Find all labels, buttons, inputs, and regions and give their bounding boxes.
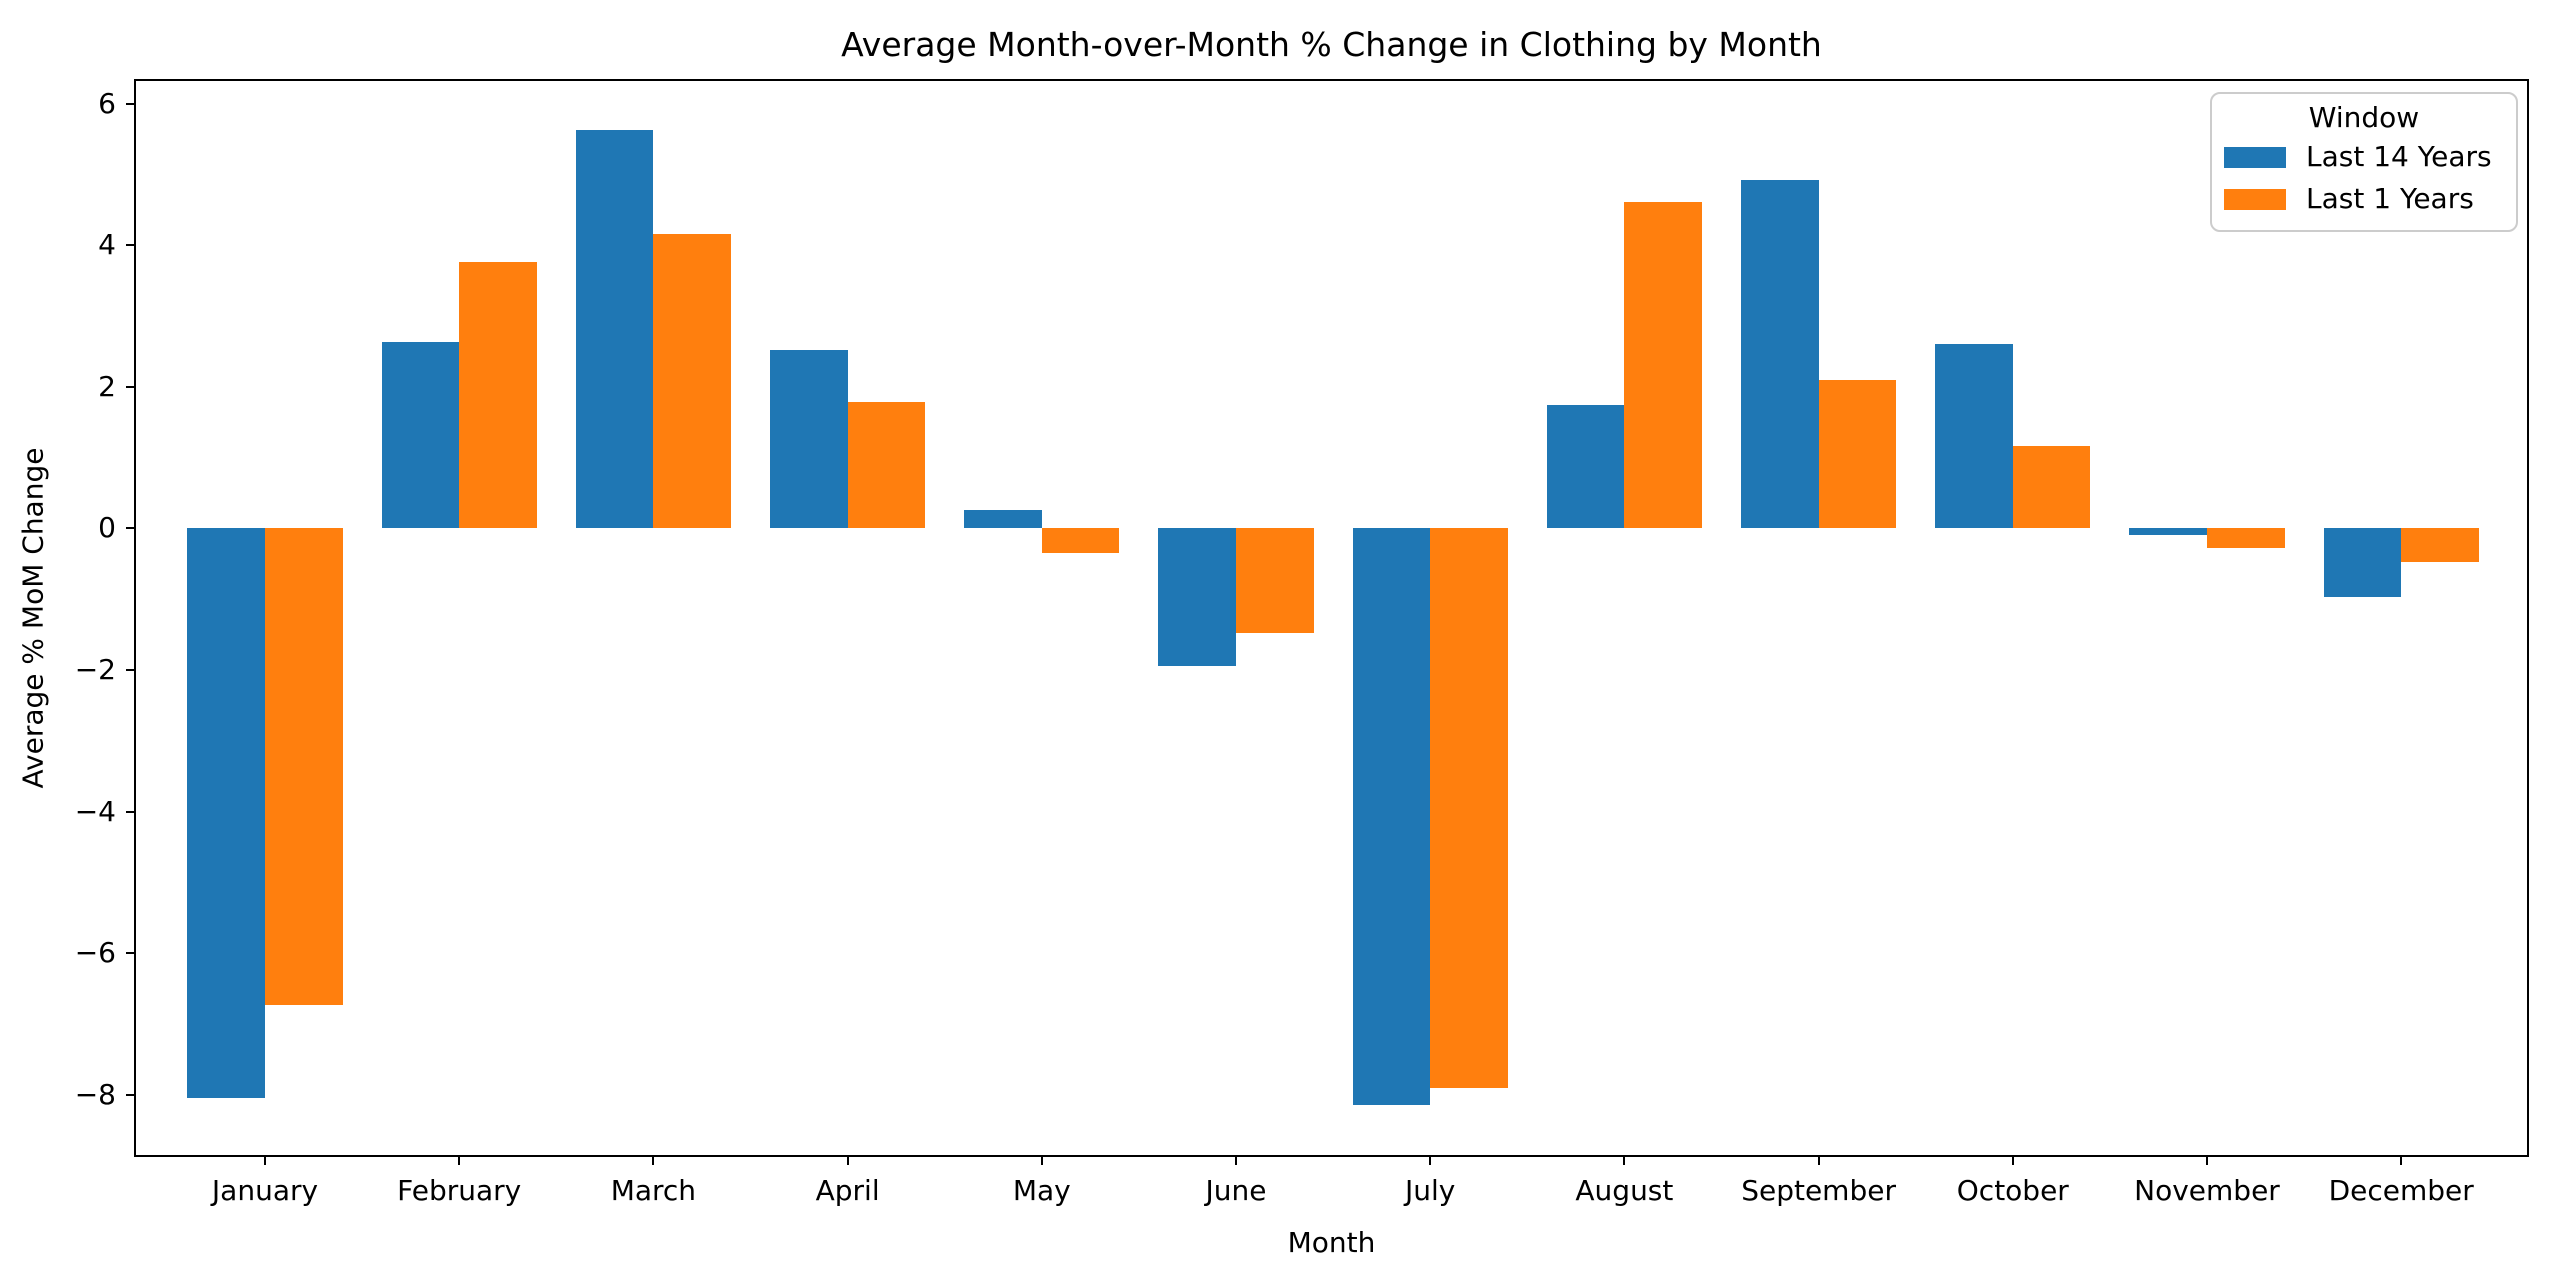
bar-last-1-years-january xyxy=(265,528,343,1005)
bar-last-14-years-july xyxy=(1352,528,1431,1106)
x-tick-march xyxy=(652,1155,655,1165)
bar-last-14-years-january xyxy=(187,528,265,1099)
bar-last-1-years-september xyxy=(1818,379,1897,529)
y-axis-label: Average % MoM Change xyxy=(16,447,50,789)
bar-last-1-years-november xyxy=(2207,528,2285,549)
bar-last-14-years-september xyxy=(1741,180,1819,529)
x-tick-label-december: December xyxy=(2328,1174,2474,1207)
y-tick-−4 xyxy=(126,810,136,813)
y-tick-−2 xyxy=(126,669,136,672)
bar-last-1-years-july xyxy=(1430,528,1508,1088)
x-tick-september xyxy=(1817,1155,1820,1165)
x-tick-label-august: August xyxy=(1575,1174,1674,1207)
y-tick-0 xyxy=(126,527,136,530)
bar-last-1-years-may xyxy=(1041,528,1120,554)
bar-last-1-years-june xyxy=(1236,528,1314,634)
x-tick-label-january: January xyxy=(211,1174,319,1207)
bar-last-1-years-march xyxy=(653,233,731,529)
y-tick-−6 xyxy=(126,952,136,955)
x-tick-label-april: April xyxy=(815,1174,880,1207)
x-tick-label-february: February xyxy=(397,1174,522,1207)
x-tick-july xyxy=(1429,1155,1432,1165)
x-tick-august xyxy=(1623,1155,1626,1165)
x-tick-june xyxy=(1235,1155,1237,1165)
x-tick-february xyxy=(458,1155,461,1165)
legend-title: Window xyxy=(2308,101,2420,134)
bar-last-1-years-august xyxy=(1624,202,1702,529)
y-tick-label-−6: −6 xyxy=(74,936,116,970)
x-tick-may xyxy=(1040,1155,1043,1165)
bar-last-14-years-february xyxy=(381,341,460,529)
y-tick-4 xyxy=(126,244,136,247)
bar-last-14-years-august xyxy=(1546,404,1625,529)
x-tick-label-october: October xyxy=(1956,1174,2069,1207)
plot-area xyxy=(134,79,2529,1157)
y-tick-label-6: 6 xyxy=(98,86,116,120)
x-tick-october xyxy=(2011,1155,2014,1165)
y-tick-label-4: 4 xyxy=(98,228,116,262)
x-tick-label-march: March xyxy=(610,1174,697,1207)
chart-title: Average Month-over-Month % Change in Clo… xyxy=(841,25,1822,64)
x-tick-label-september: September xyxy=(1741,1174,1896,1207)
y-tick-2 xyxy=(126,385,136,388)
x-tick-label-june: June xyxy=(1205,1174,1267,1207)
y-tick-label-0: 0 xyxy=(98,511,116,545)
x-tick-label-november: November xyxy=(2134,1174,2280,1207)
y-tick-label-−8: −8 xyxy=(74,1077,116,1111)
x-tick-january xyxy=(264,1155,266,1165)
bar-last-14-years-november xyxy=(2129,528,2207,535)
x-tick-december xyxy=(2400,1155,2403,1165)
x-tick-november xyxy=(2206,1155,2208,1165)
legend-label-0: Last 14 Years xyxy=(2306,140,2492,173)
legend-swatch-1 xyxy=(2224,188,2286,210)
y-tick-label-−2: −2 xyxy=(74,653,116,687)
bar-last-14-years-june xyxy=(1158,528,1236,667)
bar-last-14-years-march xyxy=(575,129,654,529)
bar-last-1-years-december xyxy=(2401,528,2479,563)
legend-label-1: Last 1 Years xyxy=(2306,182,2474,215)
bar-last-1-years-february xyxy=(459,261,537,529)
bar-last-14-years-april xyxy=(770,350,848,529)
bar-last-14-years-october xyxy=(1935,344,2013,529)
legend-swatch-0 xyxy=(2224,146,2286,168)
bar-last-1-years-october xyxy=(2012,446,2091,529)
y-tick-label-2: 2 xyxy=(98,369,116,403)
x-tick-april xyxy=(846,1155,849,1165)
x-axis-label: Month xyxy=(1287,1226,1376,1259)
y-tick-label-−4: −4 xyxy=(74,794,116,828)
x-tick-label-july: July xyxy=(1405,1174,1456,1207)
x-tick-label-may: May xyxy=(1012,1174,1071,1207)
y-tick-6 xyxy=(126,102,136,105)
legend: Window Last 14 Years Last 1 Years xyxy=(2210,92,2518,232)
bar-last-14-years-may xyxy=(964,510,1042,529)
y-tick-−8 xyxy=(126,1093,136,1096)
legend-entry-last-14-years: Last 14 Years xyxy=(2212,136,2516,178)
bar-last-1-years-april xyxy=(847,401,926,529)
bar-last-14-years-december xyxy=(2323,528,2402,598)
legend-entry-last-1-years: Last 1 Years xyxy=(2212,178,2516,220)
